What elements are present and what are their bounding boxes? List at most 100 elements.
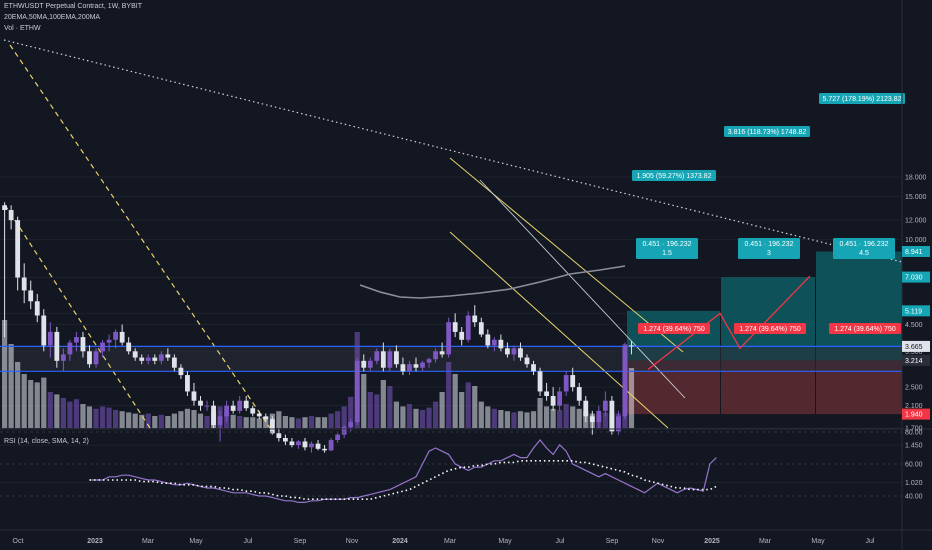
volume-legend[interactable]: Vol · ETHW [4, 25, 41, 32]
candle-body [609, 400, 615, 432]
entry-label: 0.451 · 196.232 [642, 241, 691, 248]
volume-bar [543, 406, 550, 428]
candle-body [531, 364, 536, 372]
candle-body [276, 433, 282, 438]
time-tick-label: Mar [142, 538, 155, 545]
price-tick-label: 15.000 [905, 194, 927, 201]
candle-body [348, 422, 354, 427]
candle-body [322, 448, 327, 451]
volume-bar [361, 374, 367, 428]
volume-bar [530, 411, 537, 428]
candle-body [132, 351, 138, 358]
volume-bar [485, 406, 491, 428]
volume-bar [465, 382, 471, 428]
price-tick-label: 1.020 [905, 480, 923, 487]
volume-bar [145, 413, 151, 428]
volume-bar [106, 407, 112, 428]
candle-body [204, 405, 210, 407]
indicator-legend[interactable]: 20EMA,50MA,100EMA,200MA [4, 14, 101, 21]
candle-body [54, 331, 60, 361]
candle-body [589, 416, 595, 423]
candle-body [224, 405, 230, 417]
projected-path-line[interactable] [647, 275, 811, 371]
candle-body [178, 367, 184, 376]
candle-body [563, 375, 569, 392]
volume-bar [282, 416, 288, 428]
volume-bar [335, 411, 341, 428]
volume-bar [80, 404, 86, 428]
time-tick-label: Nov [652, 538, 665, 545]
volume-bar [21, 374, 27, 428]
rsi-axis[interactable]: 80.00 60.00 40.00 [905, 430, 923, 501]
volume-bar [498, 410, 504, 428]
volume-bar [191, 410, 197, 428]
candle-body [41, 315, 47, 346]
candle-body [400, 364, 406, 372]
candle-body [544, 391, 549, 396]
price-badge: 3.665 [905, 344, 923, 351]
price-tick-label: 10.000 [905, 237, 927, 244]
time-axis[interactable]: Oct 2023 Mar May Jul Sep Nov 2024 Mar May Jul Sep No… [0, 529, 932, 545]
volume-bar [8, 344, 14, 428]
price-axis[interactable]: 18.00015.00012.00010.0007.0005.0004.5003… [901, 0, 930, 550]
candle-body [15, 220, 21, 278]
stop-label: 1.274 (39.64%) 750 [739, 326, 801, 333]
candle-body [74, 337, 79, 343]
volume-bar [93, 408, 99, 428]
price-tick-label: 4.500 [905, 322, 923, 329]
volume-bar [256, 418, 262, 428]
volume-bar [439, 392, 445, 428]
entry-label: 3 [767, 250, 771, 257]
symbol-title[interactable]: ETHWUSDT Perpetual Contract, 1W, BYBIT [4, 3, 142, 10]
candle-body [367, 360, 373, 368]
time-tick-label: 2024 [392, 538, 408, 545]
stop-label: 1.274 (39.64%) 750 [643, 326, 705, 333]
volume-bar [511, 412, 517, 428]
volume-bar [419, 410, 426, 428]
volume-bar [126, 412, 132, 428]
volume-bar [446, 362, 452, 428]
candle-body [407, 364, 412, 372]
time-tick-label: Nov [346, 538, 359, 545]
price-tick-label: 1.700 [905, 426, 923, 433]
candle-body [243, 400, 249, 409]
volume-bar [491, 408, 497, 428]
price-tick-label: 18.000 [905, 175, 927, 182]
price-badge: 3.214 [905, 358, 923, 365]
volume-bar [570, 406, 576, 428]
volume-bar [34, 382, 40, 428]
candle-body [296, 441, 301, 446]
rsi-legend[interactable]: RSI (14, close, SMA, 14, 2) [4, 438, 89, 445]
candle-body [433, 351, 438, 360]
volume-bar [276, 411, 282, 428]
candle-body [126, 342, 132, 352]
candle-body [106, 339, 112, 343]
candle-body [550, 395, 556, 406]
target-label-bg [632, 170, 716, 181]
candle-body [256, 413, 262, 417]
volume-bar [348, 396, 354, 428]
candle-body [100, 342, 105, 352]
moving-average-line [359, 265, 626, 299]
falling-channel-upper [449, 157, 684, 353]
candle-body [629, 345, 634, 347]
volume-bar [406, 404, 413, 428]
candlesticks [2, 202, 634, 453]
volume-bar [426, 407, 432, 428]
price-badge-bg [902, 305, 930, 317]
rsi-tick-label: 80.00 [905, 430, 923, 437]
price-tick-label: 3.500 [905, 349, 923, 356]
time-tick-label: Jul [244, 538, 253, 545]
stop-label-bg [734, 323, 806, 334]
volume-bar [67, 401, 73, 428]
candle-body [622, 345, 628, 417]
time-tick-label: Jul [556, 538, 565, 545]
candle-body [217, 416, 223, 426]
volume-bar [628, 368, 635, 428]
candle-body [570, 375, 576, 388]
candle-body [505, 348, 510, 355]
rsi-tick-label: 40.00 [905, 494, 923, 501]
trendlines[interactable] [3, 39, 903, 429]
